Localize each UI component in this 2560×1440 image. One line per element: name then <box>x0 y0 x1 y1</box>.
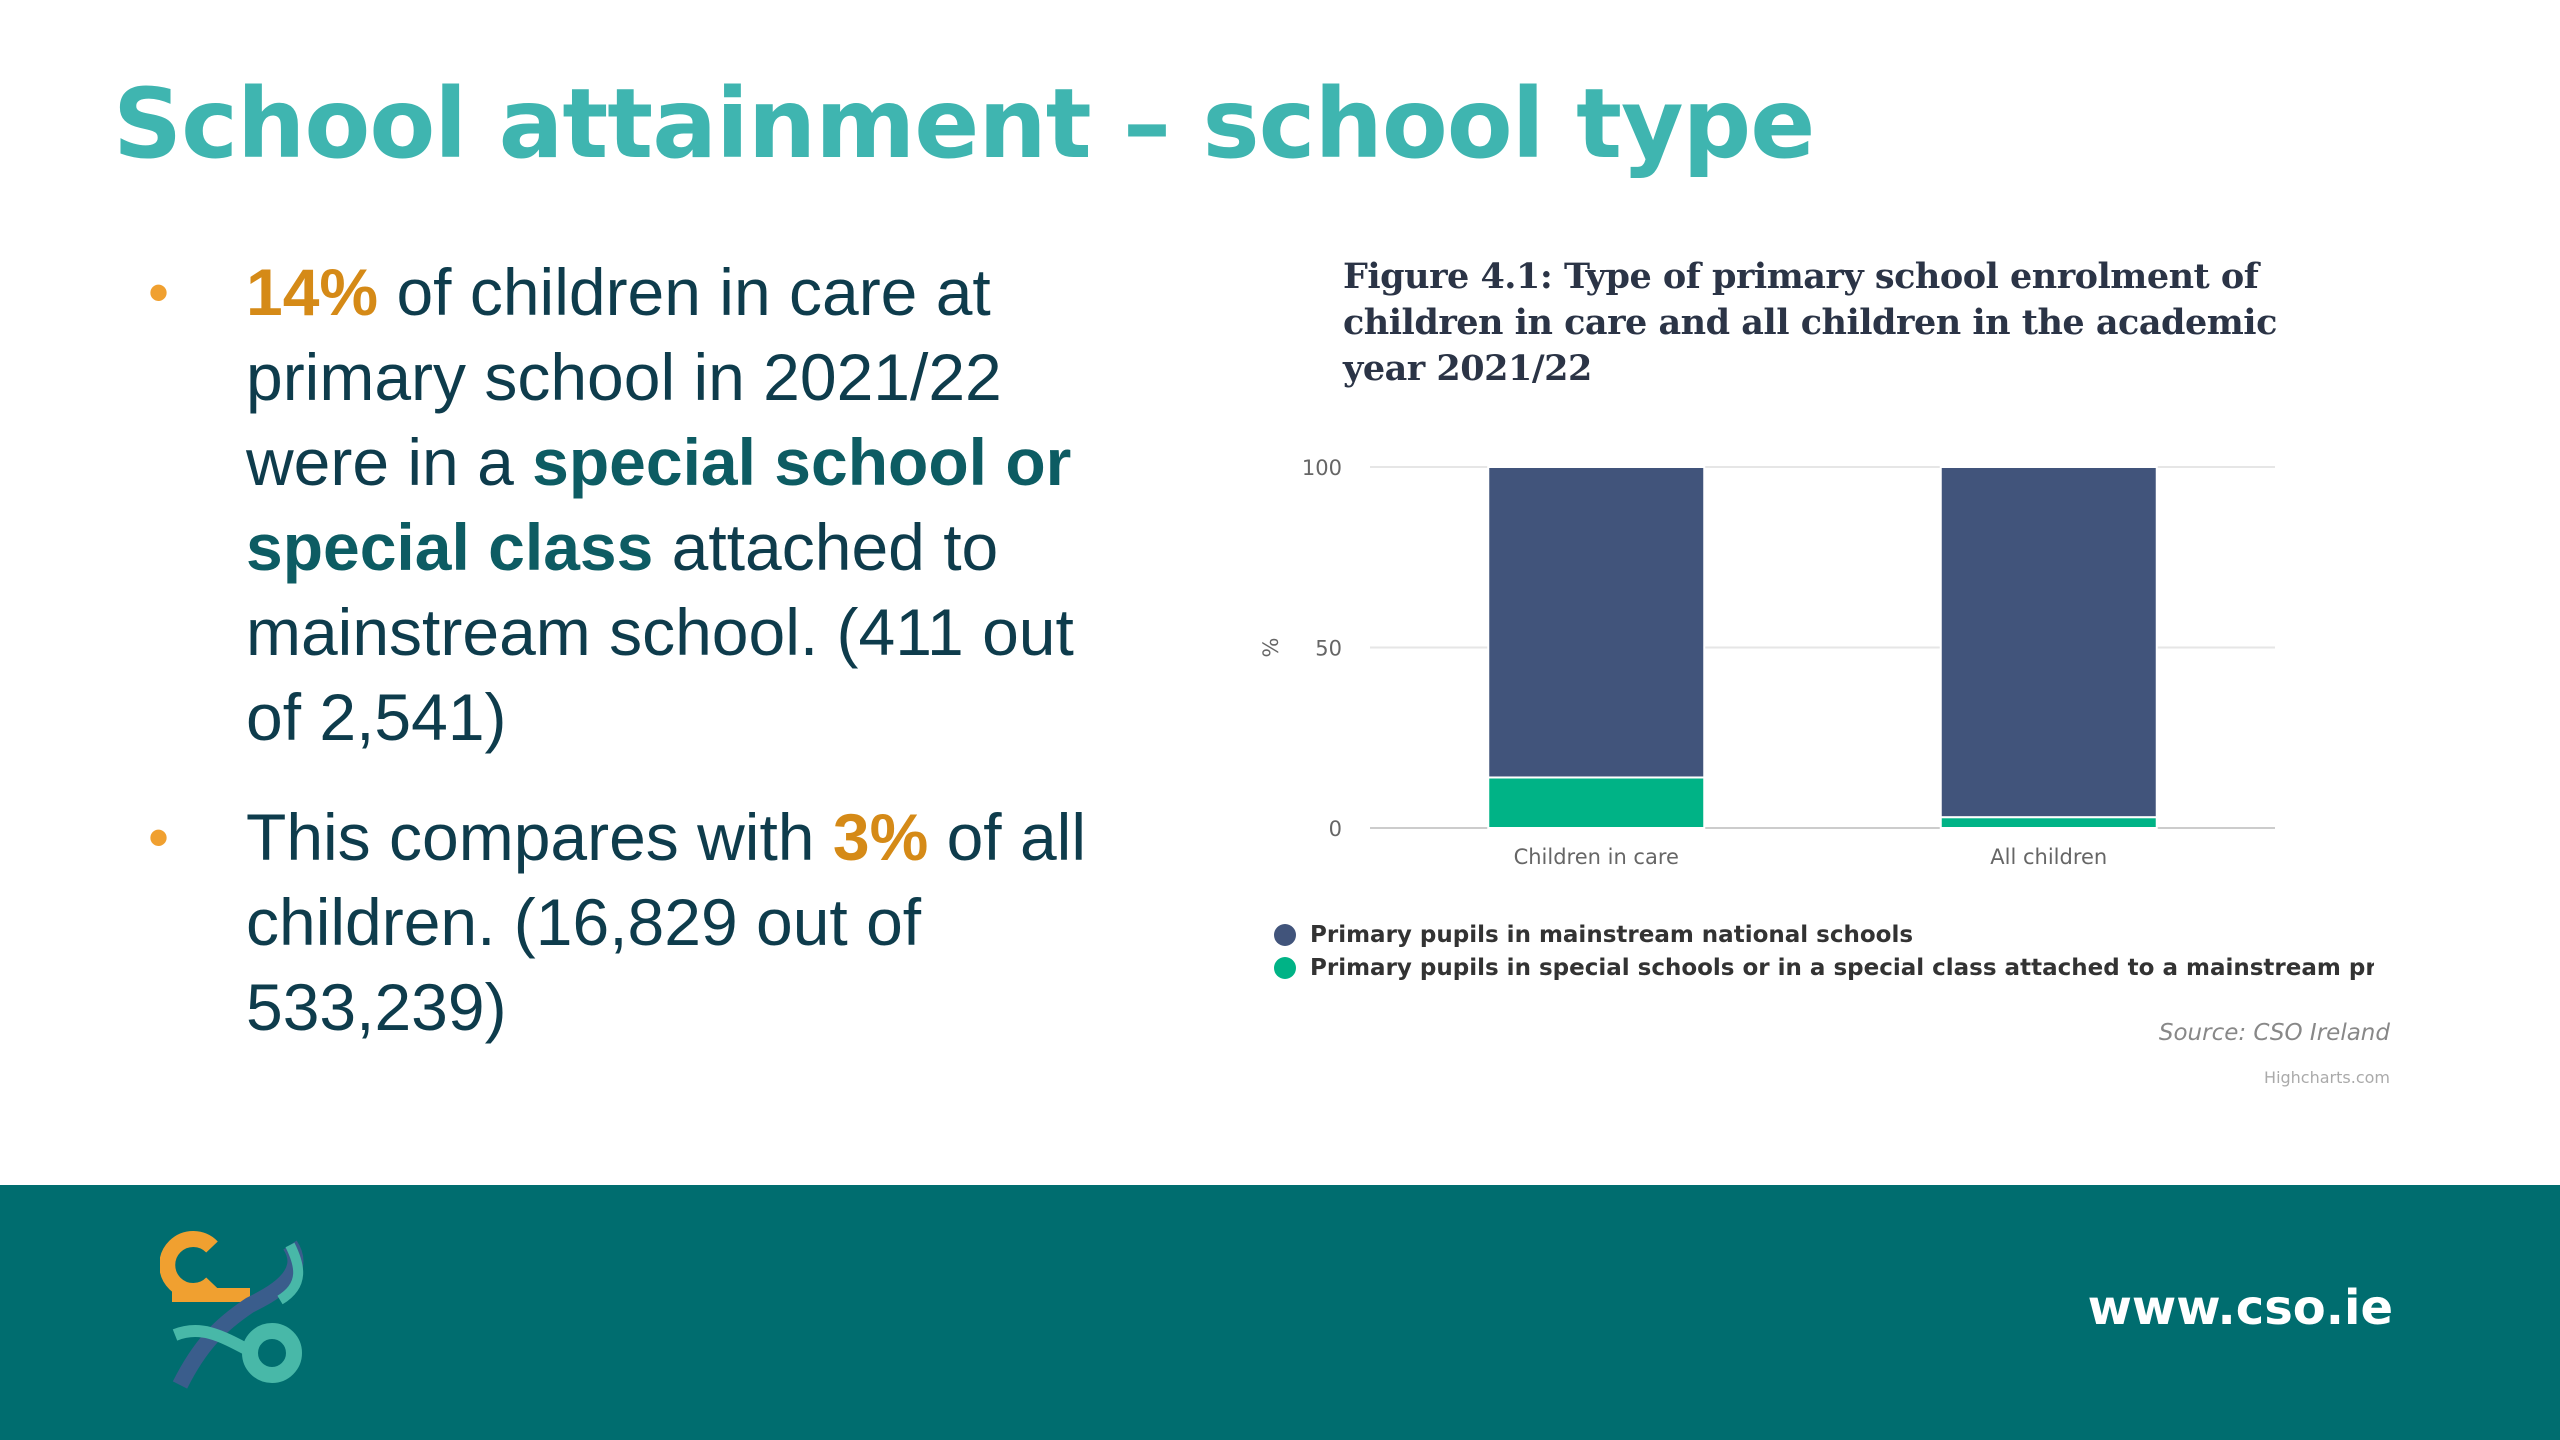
legend-item-mainstream[interactable]: Primary pupils in mainstream national sc… <box>1274 918 2374 951</box>
slide-title: School attainment – school type <box>113 68 1815 180</box>
bullet-highlight-percent: 3% <box>832 800 929 874</box>
bar-segment <box>1939 466 2158 819</box>
bullet-list: • 14% of children in care at primary sch… <box>140 250 1100 1085</box>
y-tick-label: 100 <box>1302 456 1342 480</box>
bar-chart: Figure 4.1: Type of primary school enrol… <box>1250 250 2390 1110</box>
legend-marker-special <box>1274 956 1296 979</box>
bullet-text: of all children. (16,829 out of 533,239) <box>246 800 1086 1044</box>
chart-title: Figure 4.1: Type of primary school enrol… <box>1343 256 2277 389</box>
bullet-marker: • <box>148 804 170 871</box>
bar-segment <box>1487 466 1706 779</box>
bullet-text: attached to mainstream school. (411 out … <box>246 510 1074 754</box>
chart-credits[interactable]: Highcharts.com <box>2264 1068 2390 1087</box>
bullet-all-children: • This compares with 3% of all children.… <box>140 795 1100 1050</box>
y-tick-label: 0 <box>1329 817 1342 841</box>
legend-marker-mainstream <box>1274 923 1296 946</box>
bullet-highlight-percent: 14% <box>246 255 379 329</box>
bullet-marker: • <box>148 259 170 326</box>
chart-source: Source: CSO Ireland <box>2158 1020 2390 1046</box>
legend-item-special[interactable]: Primary pupils in special schools or in … <box>1274 951 2374 984</box>
bullet-text: This compares with <box>246 800 833 874</box>
chart-legend: Primary pupils in mainstream national sc… <box>1274 918 2374 984</box>
x-tick-label: All children <box>1990 845 2107 869</box>
x-tick-label: Children in care <box>1514 845 1679 869</box>
cso-logo-icon <box>160 1231 304 1389</box>
bar-segment <box>1487 776 1706 830</box>
chart-plot: 0 50 100% Children in care All children <box>1259 456 2275 869</box>
bar-segment <box>1939 816 2158 829</box>
bullet-children-in-care: • 14% of children in care at primary sch… <box>140 250 1100 760</box>
legend-label: Primary pupils in mainstream national sc… <box>1310 921 1914 948</box>
legend-label: Primary pupils in special schools or in … <box>1310 954 2374 981</box>
y-tick-label: 50 <box>1315 637 1342 661</box>
bullet-text: of children in care at primary school in… <box>246 255 1002 499</box>
y-axis-label: % <box>1259 638 1283 658</box>
bullet-emphasis: special school or special class <box>246 425 1072 584</box>
footer-bar: www.cso.ie <box>0 1185 2560 1440</box>
footer-url[interactable]: www.cso.ie <box>2087 1280 2393 1336</box>
